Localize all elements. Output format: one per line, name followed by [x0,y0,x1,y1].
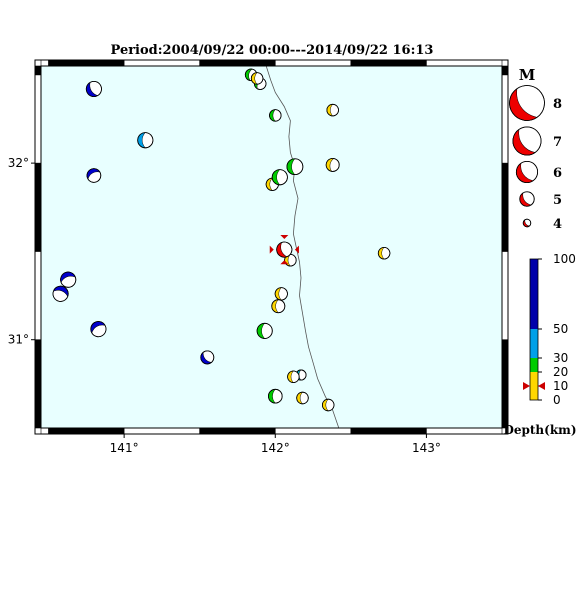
magnitude-legend-label: 8 [553,97,562,112]
map-title: Period:2004/09/22 00:00---2014/09/22 16:… [111,43,434,58]
magnitude-legend-title: M [519,66,536,84]
depth-tick-label: 20 [553,365,568,379]
magnitude-legend-label: 7 [553,135,562,150]
depth-tick-label: 10 [553,379,568,393]
latest-event-marker [276,241,293,258]
event-marker [274,287,288,301]
event-marker [268,388,283,404]
depth-scale-band [530,259,538,329]
magnitude-legend-ball [512,126,542,156]
map-frame [34,59,509,435]
event-marker [250,72,264,85]
event-marker [287,370,300,383]
event-marker [90,321,107,338]
magnitude-legend: M 8 7 6 5 4 [509,66,562,232]
event-marker [137,132,154,149]
magnitude-legend-ball [519,191,535,207]
lon-tick-label: 142° [261,441,290,455]
depth-tick-label: 30 [553,351,568,365]
event-marker [85,81,102,97]
event-marker [200,350,215,365]
event-marker [326,103,339,117]
depth-tick-label: 100 [553,252,576,266]
depth-scale-band [530,329,538,358]
lat-tick-label: 32° [8,156,29,170]
event-marker [271,169,288,186]
magnitude-legend-ball [515,160,539,184]
event-marker [60,271,77,288]
magnitude-legend-ball [509,85,545,121]
coastline [265,65,340,429]
event-layer [52,68,391,412]
event-marker [86,168,102,183]
event-marker [322,398,335,412]
depth-marker-arrows [523,382,545,390]
depth-scale-band [530,386,538,400]
event-marker [377,246,391,260]
event-marker [286,158,304,176]
magnitude-legend-label: 4 [553,217,562,232]
depth-tick-label: 0 [553,393,561,407]
magnitude-legend-label: 6 [553,166,562,181]
event-marker [271,299,286,314]
magnitude-legend-label: 5 [553,193,562,208]
event-marker [325,157,340,172]
depth-tick-label: 50 [553,322,568,336]
event-marker [52,285,69,302]
map-background [41,66,502,428]
event-marker [269,109,282,122]
depth-scale-band [530,372,538,386]
lon-tick-label: 141° [110,441,139,455]
lat-tick-label: 31° [8,333,29,347]
latest-event-arrows [269,235,299,265]
magnitude-legend-ball [522,218,532,228]
event-marker [256,322,273,339]
event-marker [296,391,309,405]
lon-tick-label: 143° [412,441,441,455]
map-area: 141° 142° 143° 32° 31° [8,59,509,455]
depth-scale-label: Depth(km) [503,423,576,437]
depth-scale-band [530,358,538,372]
